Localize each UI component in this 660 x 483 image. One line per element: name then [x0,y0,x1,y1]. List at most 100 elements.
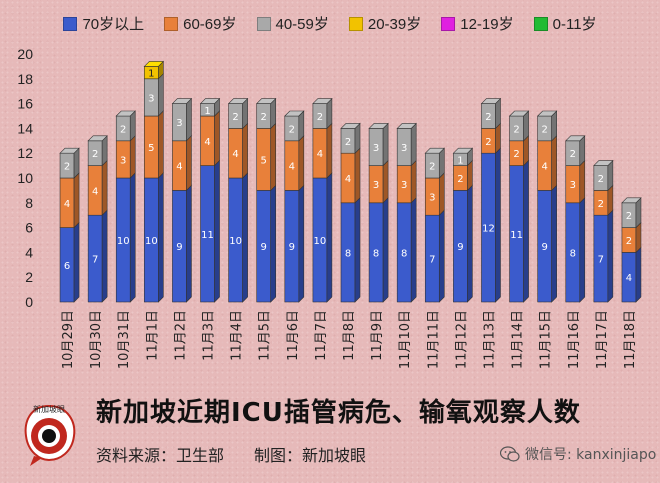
bar-stack: 9 4 2 [284,110,305,303]
bar-top [396,123,417,129]
bar-top [452,147,474,154]
legend-swatch [533,16,548,31]
data-label: 2 [261,112,267,123]
data-label: 10 [145,236,158,247]
data-label: 2 [570,149,576,160]
data-label: 11 [201,230,214,241]
bar-segment-side [186,184,192,303]
bar-stack: 9 5 2 [255,97,277,303]
bar-stack: 7 2 2 [593,159,614,303]
x-tick-label: 10月31日 [117,310,132,369]
bar-stack: 4 2 2 [621,197,642,303]
legend-item: 0-11岁 [533,13,597,34]
x-tick-label: 11月2日 [173,310,188,361]
maker-text: 制图：新加坡眼 [254,446,367,465]
legend-label: 70岁以上 [82,16,145,33]
x-tick-label: 11月13日 [482,310,497,369]
legend-swatch [348,16,363,31]
bar-segment-side [382,197,389,303]
data-label: 2 [232,112,238,123]
bar-segment-side [354,197,361,303]
data-label: 2 [92,149,98,160]
bar-segment-side [129,135,136,179]
bar-segment-side [101,159,108,216]
legend-swatch [256,16,271,31]
data-label: 3 [120,155,126,166]
bar-segment-side [551,184,557,303]
data-label: 4 [92,186,98,197]
data-label: 2 [345,137,351,148]
data-label: 10 [314,236,327,247]
bar-top [593,160,614,166]
bar-stack: 7 4 2 [87,135,108,303]
x-tick-label: 10月29日 [61,310,76,369]
bar-top [227,98,249,104]
bar-top [565,135,586,142]
data-label: 2 [317,112,323,123]
data-label: 7 [429,255,435,266]
y-tick-label: 16 [17,96,33,112]
x-tick-label: 11月18日 [623,310,638,369]
bar-segment-side [214,159,220,303]
legend-item: 40-59岁 [256,13,329,34]
y-tick-label: 6 [25,220,33,236]
source-text: 资料来源：卫生部 [96,446,225,465]
data-label: 3 [401,143,407,154]
data-label: 8 [373,248,379,259]
bar-segment-side [158,110,164,179]
x-tick-label: 11月1日 [145,310,160,361]
bar-segment-side [270,184,277,303]
legend-item: 70岁以上 [63,13,144,34]
chart-legend: 70岁以上 60-69岁 40-59岁 20-39岁 12-19岁 0-11岁 [0,13,660,34]
bar-segment-side [354,147,361,204]
source-line: 资料来源：卫生部 制图：新加坡眼 [96,442,366,466]
bar-stack: 8 3 3 [396,122,417,303]
bar-stack: 11 4 1 [199,97,221,303]
bar-segment-side [438,172,445,216]
data-label: 3 [373,143,379,154]
data-label: 12 [482,224,495,235]
bar-segment-side [129,172,136,303]
bar-top [284,110,305,117]
data-label: 9 [261,242,267,253]
data-label: 4 [232,149,238,160]
y-tick-label: 0 [25,294,33,310]
y-tick-label: 8 [25,195,33,211]
data-label: 2 [598,174,604,185]
bar-segment-side [158,73,164,117]
bar-segment-side [382,159,389,204]
legend-swatch [441,16,456,31]
data-label: 4 [176,162,182,173]
data-label: 3 [429,193,435,204]
data-label: 4 [626,273,632,284]
bar-top [312,98,333,104]
bar-top [199,98,221,104]
x-tick-label: 11月10日 [398,310,413,369]
y-tick-label: 10 [17,170,33,186]
data-label: 3 [176,118,182,129]
data-label: 9 [457,242,463,253]
data-label: 3 [373,180,379,191]
data-label: 7 [598,255,604,266]
bar-top [508,110,530,117]
bar-segment-side [326,172,333,303]
bar-stack: 10 4 2 [227,97,249,303]
bar-segment-side [326,122,333,179]
logo-text: 新加坡眼 [33,404,65,414]
bar-stack: 8 4 2 [340,122,361,303]
bar-top [59,147,80,154]
bar-segment-side [523,159,529,303]
bar-segment-side [495,147,501,303]
data-label: 4 [541,162,547,173]
bar-segment-side [270,122,277,192]
x-tick-label: 11月12日 [454,310,469,369]
data-label: 9 [176,242,182,253]
data-label: 2 [429,162,435,173]
data-label: 9 [289,242,295,253]
data-label: 4 [345,174,351,185]
x-tick-label: 11月5日 [258,310,273,361]
data-label: 2 [457,174,463,185]
bar-stack: 9 4 2 [536,110,558,303]
legend-item: 60-69岁 [164,13,237,34]
bar-stack: 9 2 1 [452,147,474,303]
